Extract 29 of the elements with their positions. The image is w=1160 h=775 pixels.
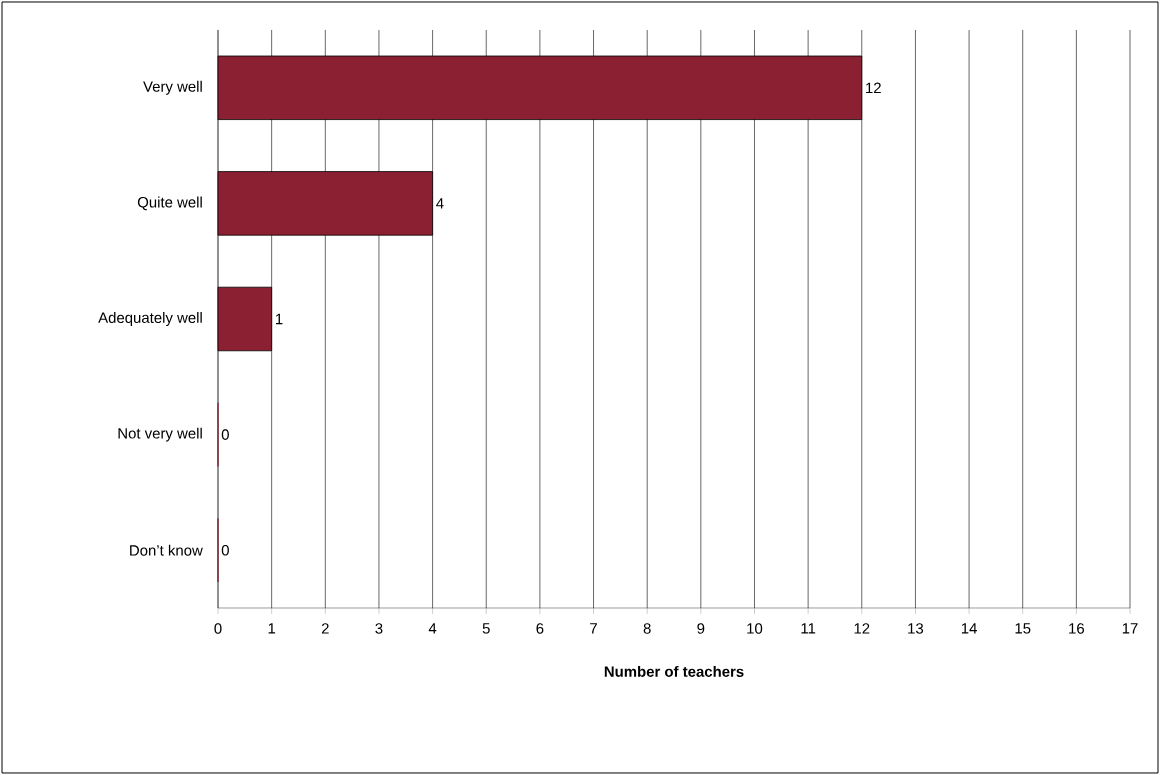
y-tick-label: Adequately well [98,312,202,326]
x-tick-label: 15 [1015,623,1031,634]
x-tick-label: 14 [961,623,977,634]
x-tick-label: 8 [643,623,651,634]
x-tick-label: 1 [268,623,276,634]
data-label: 1 [276,313,283,325]
x-tick-label: 9 [697,623,705,634]
x-axis-title: Number of teachers [604,665,744,677]
data-label: 12 [866,82,881,94]
x-tick-label: 12 [854,623,870,634]
data-label: 0 [221,429,229,440]
x-tick-label: 6 [536,623,544,634]
x-tick-label: 7 [590,623,597,634]
data-label: 4 [436,198,444,209]
x-tick-label: 13 [908,623,924,634]
x-tick-label: 10 [747,623,763,634]
data-label: 0 [221,544,229,556]
x-tick-label: 11 [801,623,816,634]
x-tick-label: 4 [428,623,437,634]
x-tick-label: 16 [1069,623,1085,634]
x-tick-label: 5 [482,623,490,634]
x-tick-label: 3 [375,623,383,634]
y-tick-label: Quite well [137,196,202,211]
x-tick-label: 2 [321,623,329,634]
y-tick-label: Don’t know [130,544,203,556]
x-tick-label: 0 [214,623,222,634]
y-tick-label: Not very well [118,427,202,442]
x-tick-label: 17 [1122,623,1138,634]
y-tick-label: Very well [143,80,202,95]
